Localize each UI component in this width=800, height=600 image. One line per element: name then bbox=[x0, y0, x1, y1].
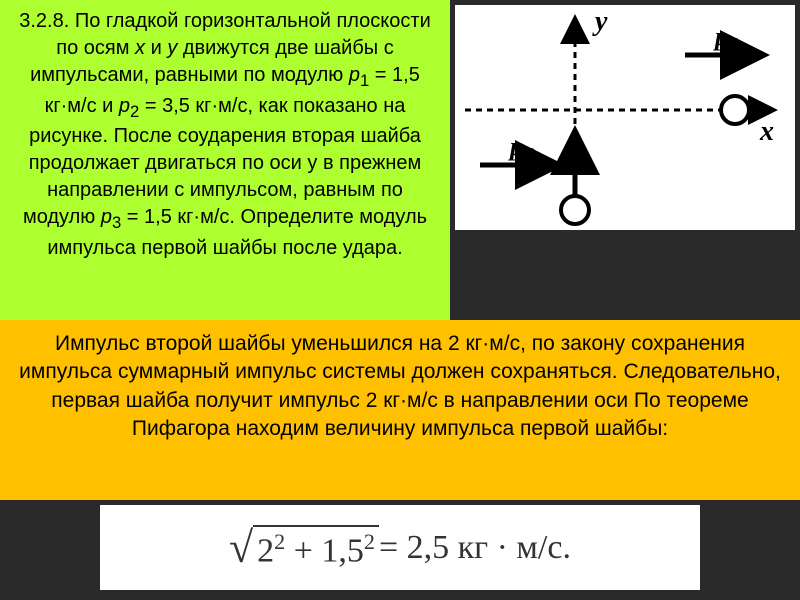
svg-text:p: p bbox=[713, 22, 728, 51]
solution-explanation: Импульс второй шайбы уменьшился на 2 кг·… bbox=[0, 320, 800, 500]
exp-b: 2 bbox=[364, 529, 375, 554]
term-a: 2 bbox=[257, 532, 274, 569]
problem-line9: импульса первой шайбы после удара. bbox=[47, 237, 402, 259]
equals-result: = 2,5 кг · м/с. bbox=[379, 529, 571, 567]
svg-text:x: x bbox=[759, 116, 774, 147]
problem-line4b: = 3,5 кг·м/с, как показано на bbox=[139, 95, 405, 117]
problem-line6: продолжает двигаться по оси у в прежнем bbox=[29, 152, 422, 174]
problem-line2a: по осям bbox=[56, 37, 135, 59]
problem-line8a: модулю bbox=[23, 206, 101, 228]
sub3: 3 bbox=[112, 213, 121, 232]
formula-result: √22 + 1,52 = 2,5 кг · м/с. bbox=[100, 505, 700, 590]
exp-a: 2 bbox=[274, 529, 285, 554]
var-p3: p bbox=[101, 206, 112, 228]
svg-text:1: 1 bbox=[732, 34, 741, 54]
problem-statement: 3.2.8. По гладкой горизонтальной плоскос… bbox=[0, 0, 450, 320]
problem-line2b: и bbox=[145, 37, 167, 59]
var-x: x bbox=[135, 37, 145, 59]
problem-line3a: импульсами, равными по модулю bbox=[30, 64, 349, 86]
svg-text:p: p bbox=[508, 132, 523, 161]
sub2: 2 bbox=[130, 102, 139, 121]
problem-line7: направлении с импульсом, равным по bbox=[47, 179, 403, 201]
solution-text: Импульс второй шайбы уменьшился на 2 кг·… bbox=[19, 332, 781, 440]
problem-line1: 3.2.8. По гладкой горизонтальной плоскос… bbox=[19, 10, 431, 32]
problem-line5: рисунке. После соударения вторая шайба bbox=[29, 125, 421, 147]
svg-text:y: y bbox=[592, 6, 608, 37]
svg-text:2: 2 bbox=[527, 144, 536, 164]
var-p1: p bbox=[349, 64, 360, 86]
diagram-svg: y x p 1 p 2 bbox=[455, 5, 795, 230]
problem-line2c: движутся две шайбы с bbox=[177, 37, 393, 59]
var-p2: p bbox=[119, 95, 130, 117]
var-y: y bbox=[167, 37, 177, 59]
physics-diagram: y x p 1 p 2 РЕШУЕГЭ.РФ bbox=[455, 5, 795, 230]
sub1: 1 bbox=[360, 71, 369, 90]
sqrt-content: 22 + 1,52 bbox=[253, 525, 379, 570]
problem-line8b: = 1,5 кг·м/с. Определите модуль bbox=[121, 206, 427, 228]
problem-line3b: = 1,5 bbox=[369, 64, 420, 86]
problem-line4a: кг·м/с и bbox=[45, 95, 119, 117]
sqrt-symbol: √ bbox=[229, 522, 253, 573]
plus-term: + 1,5 bbox=[285, 532, 364, 569]
